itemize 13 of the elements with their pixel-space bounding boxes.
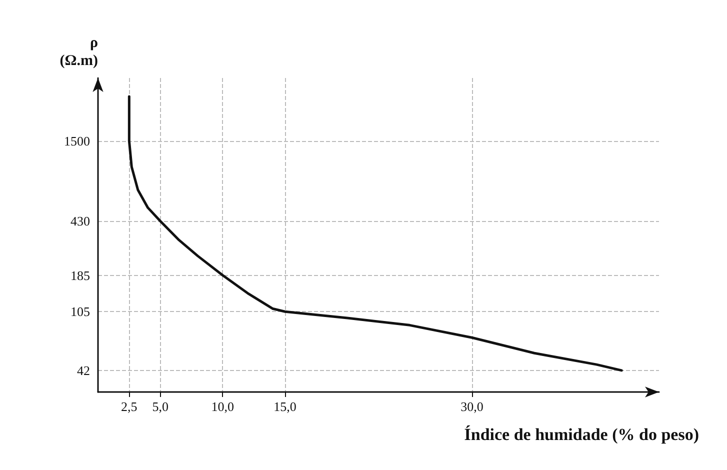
y-tick-label: 1500 [64,133,90,148]
y-tick-label: 430 [70,214,90,229]
y-axis-title: ρ (Ω.m) [60,35,98,69]
y-tick-label: 185 [70,268,90,283]
y-tick-label: 105 [70,304,90,320]
y-tick-label: 42 [77,362,90,378]
x-tick-label: 15,0 [274,399,296,414]
x-tick-label: 5,0 [152,399,168,414]
x-tick-label: 10,0 [211,399,234,414]
x-tick-label: 2,5 [121,399,138,414]
line-series [128,95,623,372]
x-axis-title: Índice de humidade (% do peso) [464,425,699,444]
x-tick-label: 30,0 [460,399,484,414]
